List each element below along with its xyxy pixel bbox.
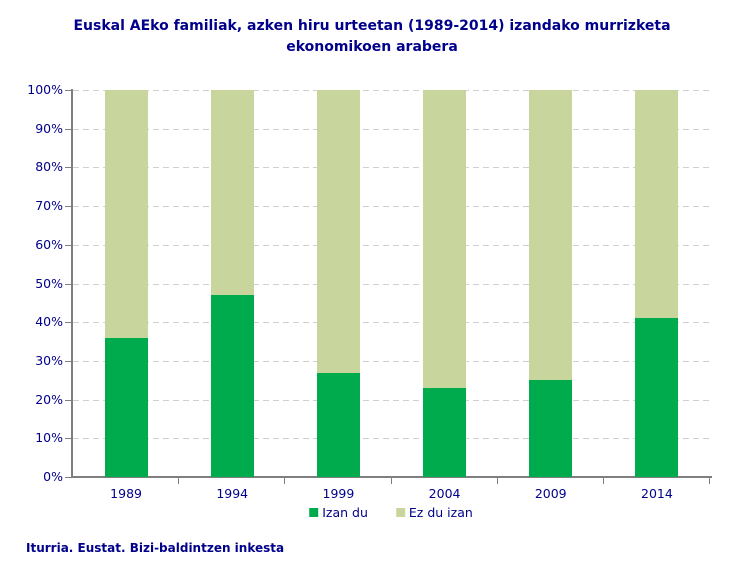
plot-area [73, 90, 710, 477]
bar-stack-1989 [104, 90, 148, 477]
chart-title: Euskal AEko familiak, azken hiru urteeta… [73, 18, 671, 55]
x-axis-tick-label: 2004 [428, 486, 461, 501]
y-axis-tick-label: 40% [35, 314, 63, 330]
gridline-60 [73, 244, 710, 246]
y-axis-tick-mark [65, 244, 71, 246]
y-axis-tick-label: 70% [35, 198, 63, 214]
legend-label: Ez du izan [408, 505, 473, 520]
y-axis-tick-mark [65, 322, 71, 324]
bar-segment-ez-du-izan [104, 90, 148, 338]
gridline-50 [73, 283, 710, 285]
bar-stack-2004 [423, 90, 467, 477]
bar-stack-2014 [635, 90, 679, 477]
y-axis-tick-label: 20% [35, 391, 63, 407]
y-axis-tick-label: 100% [27, 82, 63, 97]
x-axis-line [71, 476, 712, 478]
x-axis-tick-mark [284, 478, 286, 484]
legend: Izan du Ez du izan [309, 505, 473, 520]
gridline-20 [73, 399, 710, 401]
bar-segment-izan-du [423, 387, 467, 477]
x-axis-tick-mark [496, 478, 498, 484]
legend-swatch-icon [395, 508, 405, 517]
bar-stack-2009 [529, 90, 573, 477]
x-axis-tick-mark [390, 478, 392, 484]
y-axis-tick-mark [65, 477, 71, 478]
y-axis-tick-mark [65, 128, 71, 130]
y-axis-tick-label: 0% [43, 469, 63, 484]
gridline-80 [73, 167, 710, 169]
x-axis-tick-label: 2009 [534, 486, 567, 501]
bar-stack-1994 [210, 90, 254, 477]
y-axis-tick-mark [65, 399, 71, 401]
y-axis-tick-mark [65, 283, 71, 285]
bar-segment-izan-du [210, 295, 254, 477]
y-axis-tick-mark [65, 360, 71, 362]
gridline-70 [73, 206, 710, 208]
y-axis-tick-label: 60% [35, 236, 63, 252]
y-axis-tick-mark [65, 90, 71, 91]
source-note: Iturria. Eustat. Bizi-baldintzen inkesta [26, 541, 285, 555]
legend-item-ez-du-izan: Ez du izan [395, 505, 473, 520]
x-axis-tick-label: 2014 [641, 486, 673, 501]
gridline-30 [73, 360, 710, 362]
x-axis-tick-mark [602, 478, 604, 484]
legend-label: Izan du [322, 505, 368, 520]
bar-segment-ez-du-izan [635, 90, 679, 319]
bar-segment-izan-du [316, 372, 360, 477]
bar-segment-ez-du-izan [316, 90, 360, 373]
x-axis-tick-mark [178, 478, 180, 484]
x-axis-tick-label: 1999 [322, 486, 355, 501]
y-axis-tick-label: 90% [35, 120, 63, 136]
legend-item-izan-du: Izan du [309, 505, 368, 520]
bar-segment-ez-du-izan [529, 90, 573, 381]
bar-stack-1999 [316, 90, 360, 477]
gridline-90 [73, 128, 710, 130]
bar-segment-izan-du [104, 337, 148, 477]
gridline-40 [73, 322, 710, 324]
y-axis-tick-label: 50% [35, 275, 63, 291]
y-axis-labels: 0% 10% 20% 30% 40% 50% 60% 70% 80% 90% 100% [0, 82, 63, 484]
y-axis-tick-mark [65, 438, 71, 440]
y-axis-ticks [65, 90, 71, 478]
x-axis-ticks [73, 478, 710, 484]
x-axis-tick-mark [709, 478, 710, 484]
x-axis-tick-label: 1989 [110, 486, 142, 501]
bar-segment-izan-du [635, 318, 679, 477]
y-axis-tick-label: 10% [35, 430, 63, 446]
y-axis-tick-label: 80% [35, 159, 63, 175]
gridline-100 [73, 90, 710, 91]
y-axis-tick-label: 30% [35, 352, 63, 368]
bar-segment-ez-du-izan [210, 90, 254, 296]
bar-segment-izan-du [529, 380, 573, 477]
x-axis-tick-label: 1994 [216, 486, 249, 501]
y-axis-tick-mark [65, 206, 71, 208]
x-axis-labels: 1989 1994 1999 2004 2009 2014 [73, 486, 710, 502]
gridline-10 [73, 438, 710, 440]
y-axis-line [71, 89, 73, 478]
y-axis-tick-mark [65, 167, 71, 169]
bar-segment-ez-du-izan [423, 90, 467, 388]
legend-swatch-icon [309, 508, 319, 517]
